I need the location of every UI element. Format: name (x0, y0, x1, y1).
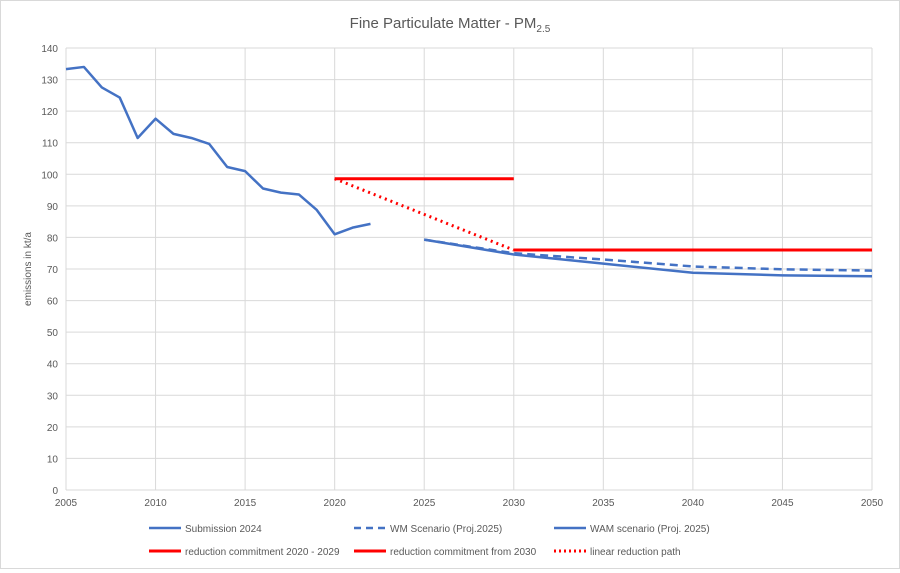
y-tick-label: 80 (47, 233, 59, 244)
y-tick-label: 20 (47, 423, 59, 434)
y-tick-label: 0 (52, 486, 58, 497)
legend-label-0: Submission 2024 (185, 524, 262, 535)
y-tick-label: 40 (47, 360, 59, 371)
x-tick-label: 2020 (324, 498, 347, 509)
y-axis-label: emissions in kt/a (23, 232, 34, 306)
y-tick-label: 120 (41, 107, 58, 118)
x-tick-label: 2035 (592, 498, 615, 509)
legend-label-5: linear reduction path (590, 547, 681, 558)
x-tick-label: 2005 (55, 498, 78, 509)
legend-label-4: reduction commitment from 2030 (390, 547, 537, 558)
series-line-1 (424, 238, 873, 272)
series-line-2 (424, 238, 873, 278)
y-tick-label: 100 (41, 170, 58, 181)
legend-label-2: WAM scenario (Proj. 2025) (590, 524, 710, 535)
x-tick-label: 2050 (861, 498, 884, 509)
y-tick-label: 90 (47, 202, 59, 213)
y-tick-label: 140 (41, 44, 58, 55)
y-tick-label: 30 (47, 391, 59, 402)
x-tick-label: 2030 (503, 498, 526, 509)
x-tick-label: 2025 (413, 498, 436, 509)
chart-title: Fine Particulate Matter - PM2.5 (350, 15, 551, 35)
series-line-5 (334, 177, 515, 252)
legend-label-3: reduction commitment 2020 - 2029 (185, 547, 340, 558)
y-tick-label: 60 (47, 297, 59, 308)
x-tick-label: 2040 (682, 498, 705, 509)
series-line-0 (65, 65, 371, 236)
x-tick-label: 2015 (234, 498, 257, 509)
x-tick-label: 2010 (144, 498, 167, 509)
legend-label-1: WM Scenario (Proj.2025) (390, 524, 502, 535)
y-tick-label: 10 (47, 454, 59, 465)
y-tick-label: 50 (47, 328, 59, 339)
y-tick-label: 110 (42, 139, 58, 150)
y-tick-label: 70 (47, 265, 59, 276)
x-tick-label: 2045 (771, 498, 794, 509)
y-tick-label: 130 (41, 76, 58, 87)
